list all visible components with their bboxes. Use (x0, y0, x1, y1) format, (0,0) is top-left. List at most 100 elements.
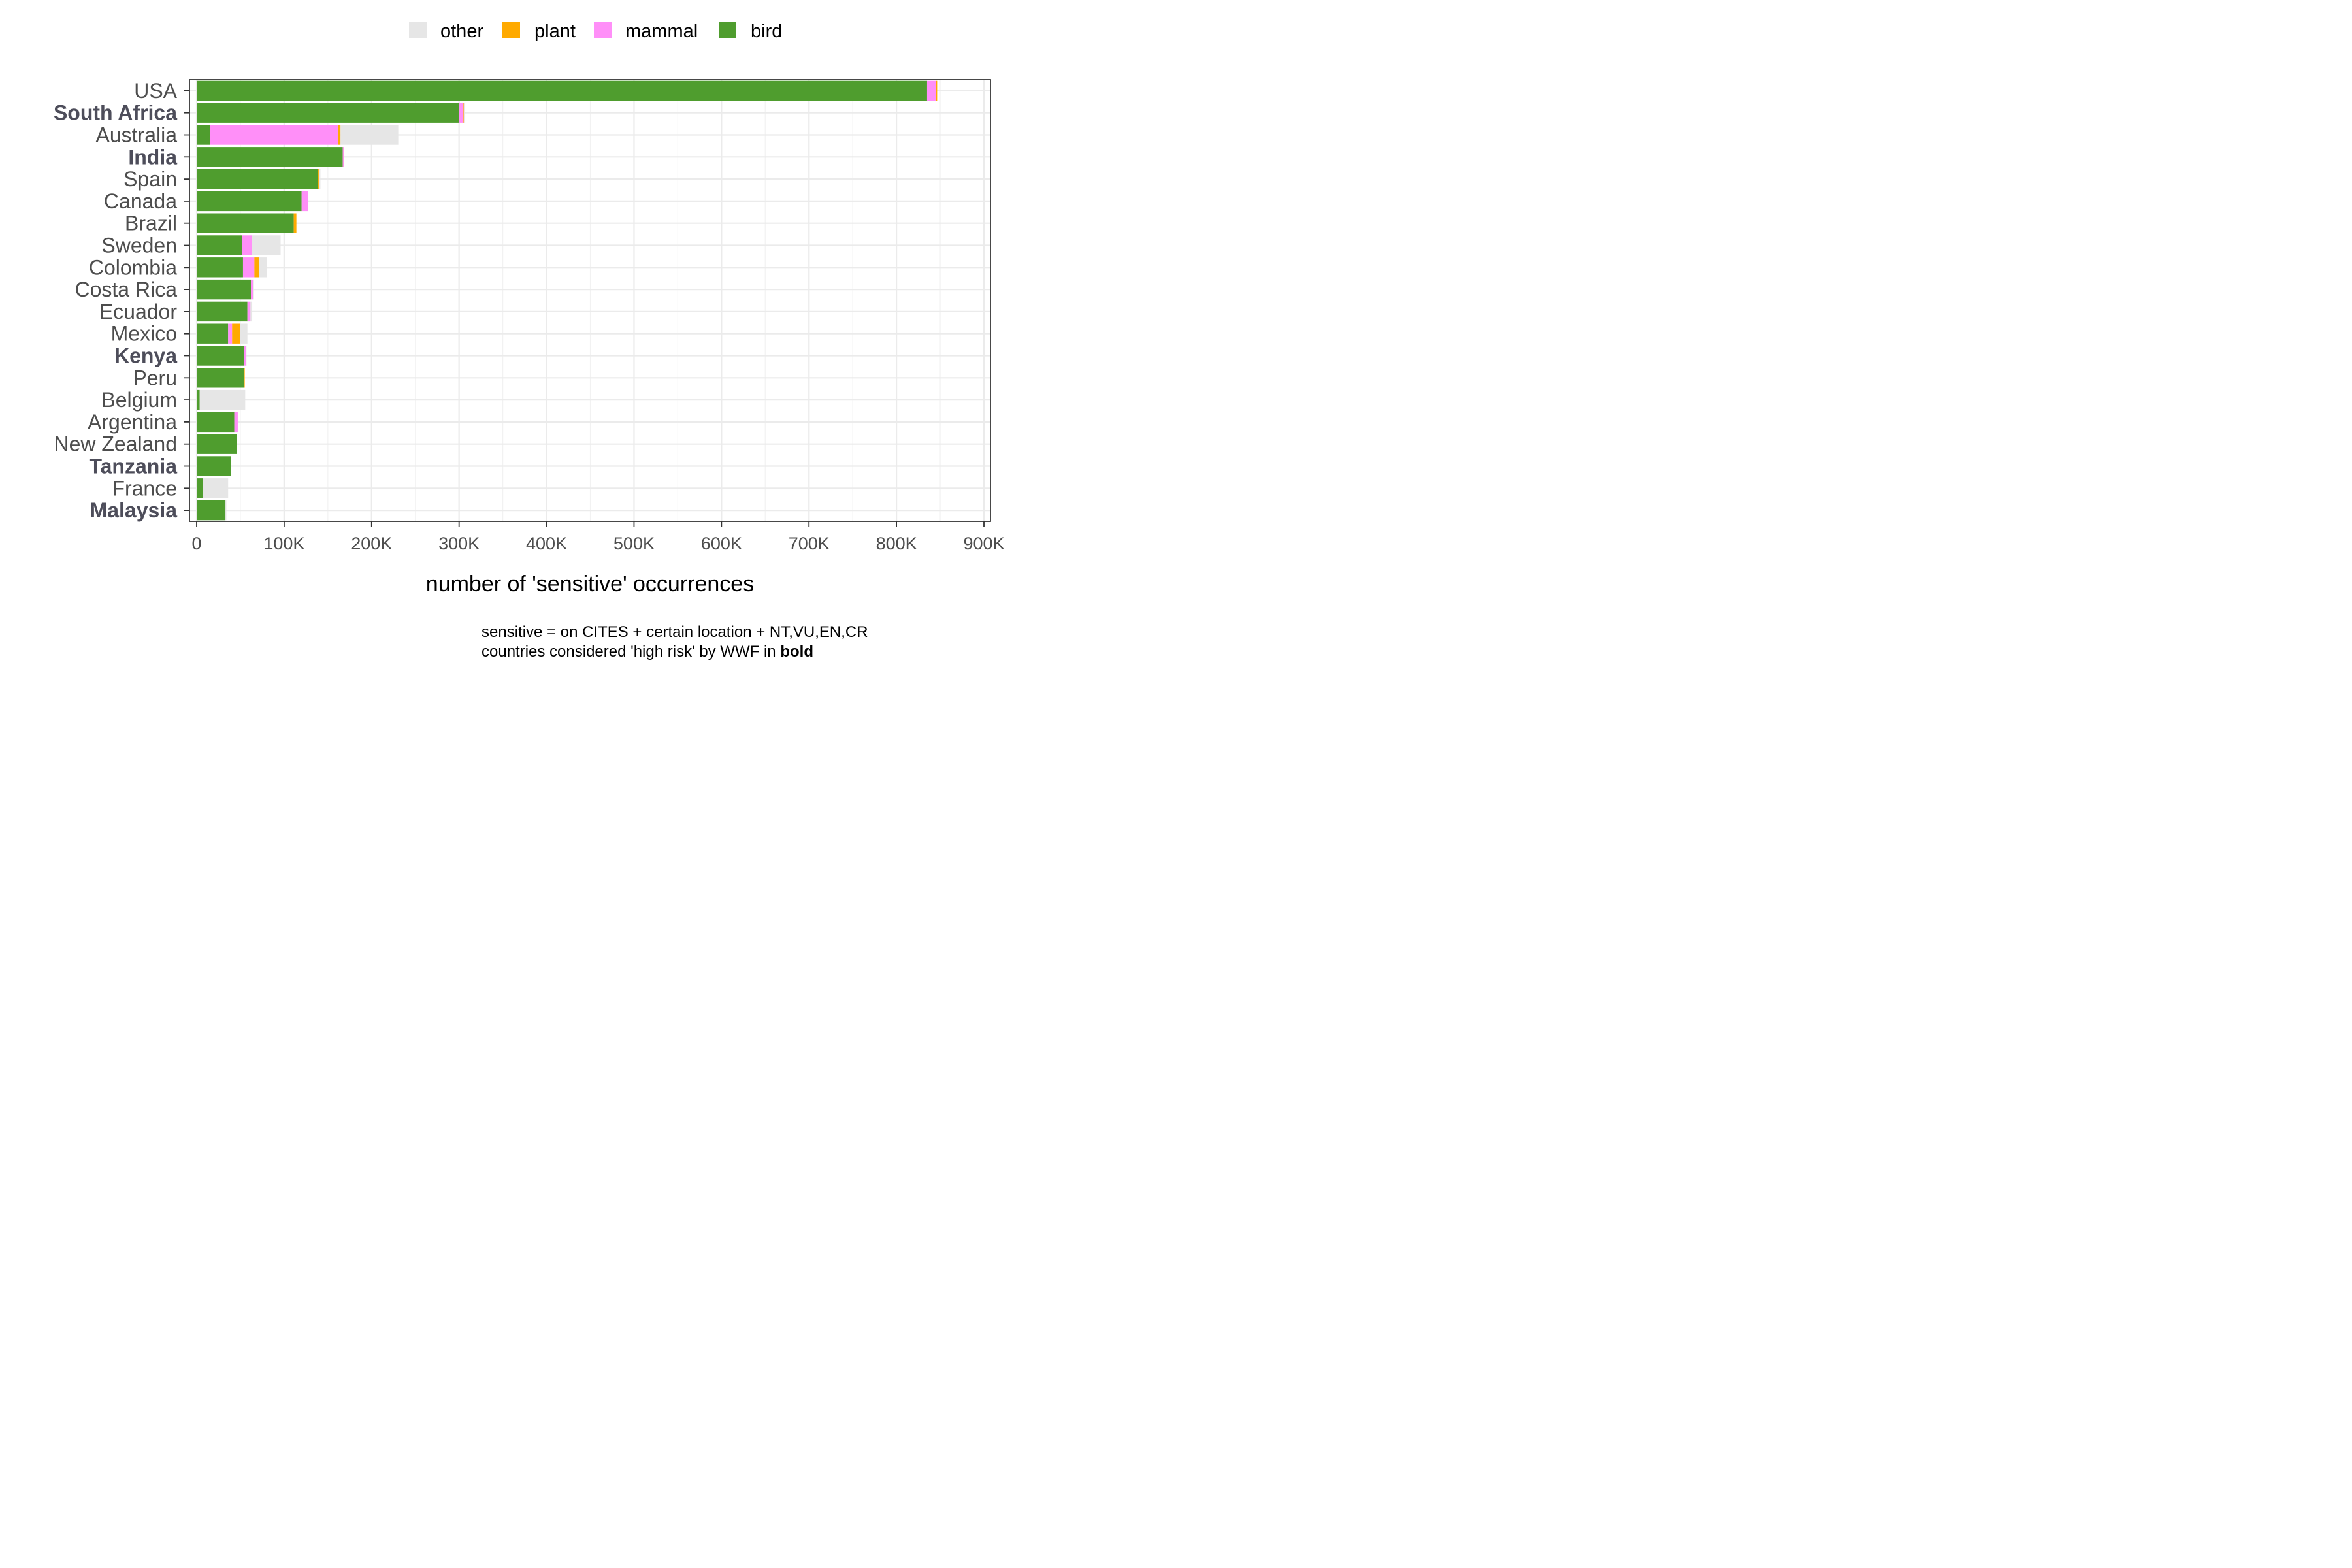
y-tick-label: Brazil (125, 212, 177, 235)
y-tick-label: Spain (123, 167, 177, 191)
y-tick-label: Peru (133, 366, 177, 389)
bar-segment-other (252, 235, 281, 255)
y-tick-label: India (128, 145, 177, 169)
x-tick-label: 900K (963, 534, 1004, 553)
y-tick-label: Costa Rica (75, 278, 178, 301)
y-tick-label: New Zealand (54, 433, 177, 456)
bar-segment-bird (197, 191, 302, 212)
bar-segment-other (259, 257, 267, 278)
bar-segment-bird (197, 323, 229, 344)
legend: other plant mammal bird (409, 21, 782, 42)
bar-segment-plant (318, 169, 320, 189)
bar-segment-mammal (210, 125, 338, 145)
bar-segment-mammal (342, 147, 344, 167)
y-tick-label: Sweden (101, 234, 177, 257)
bar-segment-other (319, 169, 321, 189)
bar-segment-bird (197, 412, 235, 433)
x-axis: 0 100K 200K 300K 400K 500K 600K 700K 800K 900K (191, 521, 1005, 553)
legend-label-bird: bird (751, 21, 782, 42)
y-tick-label: Colombia (89, 255, 177, 279)
x-tick-label: 400K (526, 534, 567, 553)
legend-key-plant (502, 22, 520, 38)
bar-segment-bird (197, 80, 927, 101)
bar-segment-plant (232, 323, 240, 344)
chart-note-line: countries considered 'high risk' by WWF … (482, 643, 813, 661)
x-tick-label: 300K (438, 534, 480, 553)
x-tick-label: 600K (701, 534, 742, 553)
bar-segment-plant (293, 213, 297, 233)
y-tick-label: Australia (96, 123, 178, 147)
bar-segment-bird (197, 478, 203, 498)
chart-note-line: sensitive = on CITES + certain location … (482, 623, 868, 641)
bar-segment-bird (197, 456, 231, 476)
y-tick-label: South Africa (54, 101, 177, 125)
bar-segment-other (250, 301, 253, 322)
legend-key-other (409, 22, 427, 38)
y-tick-label: Kenya (114, 344, 177, 368)
bar-segment-bird (197, 169, 319, 189)
y-tick-label: USA (134, 79, 177, 103)
bar-segment-other (340, 125, 399, 145)
bars (197, 80, 938, 521)
chart-note-text: sensitive = on CITES + certain location … (482, 623, 868, 641)
bar-segment-mammal (244, 346, 246, 366)
bar-segment-bird (197, 103, 459, 123)
bar-segment-other (240, 323, 248, 344)
bar-segment-bird (197, 389, 200, 410)
bar-segment-plant (463, 103, 465, 123)
y-tick-label: Malaysia (90, 498, 178, 522)
bar-segment-bird (197, 434, 237, 454)
y-tick-label: Mexico (111, 322, 177, 346)
y-tick-label: Belgium (101, 388, 177, 412)
y-tick-label: Tanzania (89, 455, 177, 478)
legend-label-mammal: mammal (625, 21, 698, 42)
bar-segment-other (203, 478, 229, 498)
x-axis-title: number of 'sensitive' occurrences (426, 572, 754, 596)
x-tick-label: 800K (876, 534, 917, 553)
bar-segment-mammal (234, 412, 238, 433)
plot-border (189, 79, 991, 522)
bar-segment-mammal (459, 103, 464, 123)
x-tick-label: 100K (263, 534, 304, 553)
bar-segment-bird (197, 213, 294, 233)
bar-segment-other (464, 103, 466, 123)
x-tick-label: 700K (789, 534, 830, 553)
bar-segment-bird (197, 301, 248, 322)
bar-segment-bird (197, 235, 242, 255)
bar-segment-mammal (242, 257, 255, 278)
chart-note-bold-text: bold (780, 643, 813, 661)
bar-segment-other (253, 279, 254, 300)
bar-segment-plant (936, 80, 938, 101)
bar-segment-mammal (926, 80, 936, 101)
x-tick-label: 200K (351, 534, 392, 553)
bar-segment-bird (197, 257, 243, 278)
bar-segment-bird (197, 500, 226, 521)
legend-key-bird (719, 22, 736, 38)
bar-segment-other (225, 500, 227, 521)
bar-segment-mammal (301, 191, 308, 212)
bar-segment-mammal (247, 301, 251, 322)
y-tick-label: Argentina (88, 410, 177, 434)
bar-segment-bird (197, 368, 244, 388)
x-tick-label: 0 (191, 534, 201, 553)
chart-notes: sensitive = on CITES + certain location … (482, 623, 868, 661)
bar-segment-plant (244, 368, 245, 388)
bar-segment-mammal (251, 279, 253, 300)
y-tick-label: France (112, 476, 177, 500)
chart-note-text: countries considered 'high risk' by WWF … (482, 643, 780, 661)
bar-segment-mammal (228, 323, 233, 344)
y-tick-label: Ecuador (99, 300, 178, 323)
legend-key-mammal (594, 22, 612, 38)
y-tick-label: Canada (104, 189, 177, 213)
bar-segment-plant (338, 125, 341, 145)
bar-segment-mammal (242, 235, 252, 255)
x-tick-label: 500K (613, 534, 655, 553)
legend-label-plant: plant (534, 21, 576, 42)
bar-segment-bird (197, 279, 252, 300)
bar-segment-bird (197, 147, 343, 167)
bar-segment-bird (197, 125, 210, 145)
bar-segment-other (199, 389, 246, 410)
legend-label-other: other (440, 21, 483, 42)
